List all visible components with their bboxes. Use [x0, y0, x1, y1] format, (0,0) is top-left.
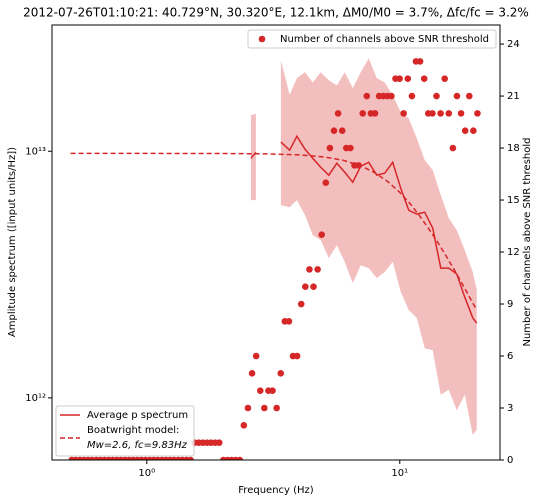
channel-count-point — [326, 144, 334, 152]
channel-count-point — [248, 370, 256, 377]
channel-count-point — [322, 179, 330, 187]
x-axis-label: Frequency (Hz) — [238, 485, 314, 496]
channel-count-point — [359, 110, 366, 117]
channel-count-point — [236, 456, 244, 460]
channel-count-point — [474, 110, 481, 117]
axes: 10⁰ 10¹ 10¹² 10¹³ 0 3 6 9 12 15 18 21 24 Average p sp… — [25, 24, 520, 479]
legend2-swatch — [258, 35, 266, 43]
channel-count-point — [470, 127, 477, 135]
channel-count-point — [261, 404, 268, 412]
channel-count-point — [187, 456, 194, 460]
channel-count-point — [273, 404, 280, 412]
y-tick-label: 10¹³ — [25, 146, 46, 157]
y2-tick-label: 3 — [507, 403, 513, 414]
channel-count-point — [334, 110, 342, 117]
channel-count-point — [330, 127, 338, 135]
channel-count-point — [355, 162, 362, 169]
y2-tick-label: 0 — [507, 455, 513, 466]
channel-count-point — [269, 387, 276, 394]
channel-count-point — [416, 58, 424, 65]
channel-count-point — [388, 92, 395, 100]
y-tick-label: 10¹² — [25, 393, 46, 404]
chart-title: 2012-07-26T01:10:21: 40.729°N, 30.320°E,… — [23, 6, 529, 20]
channel-count-point — [461, 127, 469, 135]
axes-frame — [51, 24, 501, 461]
channel-count-point — [347, 144, 354, 152]
channel-count-point — [306, 266, 313, 273]
channel-count-point — [466, 92, 473, 100]
x-tick-label: 10¹ — [391, 468, 408, 479]
channel-count-point — [449, 144, 457, 152]
channel-count-point — [408, 92, 416, 100]
channel-count-point — [318, 231, 326, 239]
channel-count-point — [420, 75, 428, 83]
y2-axis-label: Number of channels above SNR threshold — [522, 137, 533, 346]
legend-params: Mw=2.6, fc=9.83Hz — [87, 440, 188, 451]
channel-count-point — [256, 387, 264, 394]
model-line — [70, 152, 477, 310]
legend2-label: Number of channels above SNR threshold — [280, 34, 489, 45]
y-axis-label: Amplitude spectrum ([input units/Hz]) — [7, 147, 18, 337]
y2-tick-label: 18 — [507, 143, 520, 154]
plot-area — [68, 58, 481, 460]
channel-count-point — [297, 300, 305, 308]
legend-box — [55, 405, 195, 457]
channel-count-point — [400, 110, 407, 117]
legend2-box — [247, 29, 497, 49]
channel-count-point — [363, 92, 371, 100]
channel-count-point — [277, 370, 285, 377]
channel-count-point — [302, 283, 309, 290]
channel-count-point — [445, 110, 453, 117]
channel-count-point — [441, 75, 448, 83]
channel-count-point — [310, 283, 317, 290]
channel-count-point — [453, 92, 461, 100]
channel-count-point — [293, 352, 301, 360]
x-tick-label: 10⁰ — [138, 468, 155, 479]
y2-tick-label: 21 — [507, 91, 520, 102]
channel-count-point — [437, 110, 444, 117]
channel-count-point — [285, 318, 293, 325]
legend-label: Boatwright model: — [87, 425, 179, 436]
y2-tick-label: 24 — [507, 39, 520, 50]
channel-count-point — [314, 266, 321, 273]
y2-tick-label: 9 — [507, 299, 513, 310]
channel-count-point — [433, 92, 440, 100]
y2-tick-label: 12 — [507, 247, 520, 258]
channel-count-point — [371, 110, 379, 117]
channel-count-point — [457, 110, 465, 117]
legend-label: Average p spectrum — [87, 410, 188, 421]
channel-count-point — [240, 422, 248, 429]
channel-count-point — [396, 75, 403, 83]
channel-count-point — [215, 439, 223, 446]
y2-tick-label: 15 — [507, 195, 520, 206]
channel-count-point — [244, 404, 252, 412]
channel-count-point — [338, 127, 346, 135]
channel-count-point — [252, 352, 260, 360]
y2-tick-label: 6 — [507, 351, 513, 362]
channel-count-point — [404, 75, 412, 83]
channel-count-point — [429, 110, 436, 117]
